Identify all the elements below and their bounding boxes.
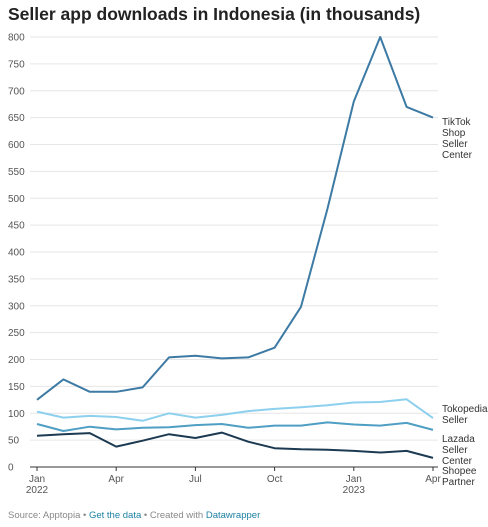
x-tick-label: Jul	[189, 474, 202, 485]
y-tick-label: 350	[8, 274, 25, 285]
get-data-link[interactable]: Get the data	[88, 510, 142, 521]
x-tick-label: Jan	[346, 474, 362, 485]
y-tick-label: 800	[8, 33, 25, 44]
x-tick-label: 2023	[343, 485, 366, 496]
x-tick-label: Apr	[108, 474, 124, 485]
separator: •	[80, 510, 89, 521]
y-tick-label: 700	[8, 86, 25, 97]
series-line	[36, 398, 434, 422]
y-tick-label: 200	[8, 355, 25, 366]
series-label: Lazada Seller Center	[442, 434, 475, 467]
source-text: Source: Apptopia	[8, 510, 81, 521]
chart-title: Seller app downloads in Indonesia (in th…	[8, 4, 421, 24]
y-tick-label: 150	[8, 382, 25, 393]
y-tick-label: 450	[8, 221, 25, 232]
created-with-text: • Created with	[141, 510, 206, 521]
footer: Source: Apptopia • Get the data • Create…	[8, 510, 260, 521]
y-tick-label: 250	[8, 328, 25, 339]
y-tick-label: 500	[8, 194, 25, 205]
series-label: Shopee Partner	[442, 466, 477, 488]
y-tick-label: 550	[8, 167, 25, 178]
x-tick-label: Oct	[267, 474, 283, 485]
y-tick-label: 0	[8, 463, 14, 474]
series-lines	[36, 36, 434, 459]
y-axis-ticks: 0 50 100 150 200 250 300 350 400 450 500 550 600 650 7…	[8, 33, 25, 474]
x-tick-label: Jan	[29, 474, 45, 485]
y-tick-label: 650	[8, 113, 25, 124]
y-tick-label: 600	[8, 140, 25, 151]
y-tick-label: 50	[8, 436, 20, 447]
y-tick-label: 750	[8, 59, 25, 70]
series-label: TikTok Shop Seller Center	[442, 117, 473, 161]
line-chart: 0 50 100 150 200 250 300 350 400 450 500 550 600 650 7…	[8, 33, 488, 497]
datawrapper-link[interactable]: Datawrapper	[205, 510, 261, 521]
x-tick-label: Apr	[425, 474, 441, 485]
series-line	[36, 36, 434, 401]
y-tick-label: 300	[8, 301, 25, 312]
x-tick-label: 2022	[26, 485, 49, 496]
y-tick-label: 400	[8, 248, 25, 259]
y-tick-label: 100	[8, 409, 25, 420]
series-labels: TikTok Shop Seller Center Tokopedia Seller Laz…	[442, 117, 488, 488]
series-line	[36, 431, 434, 459]
series-label: Tokopedia Seller	[442, 404, 488, 426]
series-line	[36, 421, 434, 432]
gridlines	[30, 36, 438, 441]
